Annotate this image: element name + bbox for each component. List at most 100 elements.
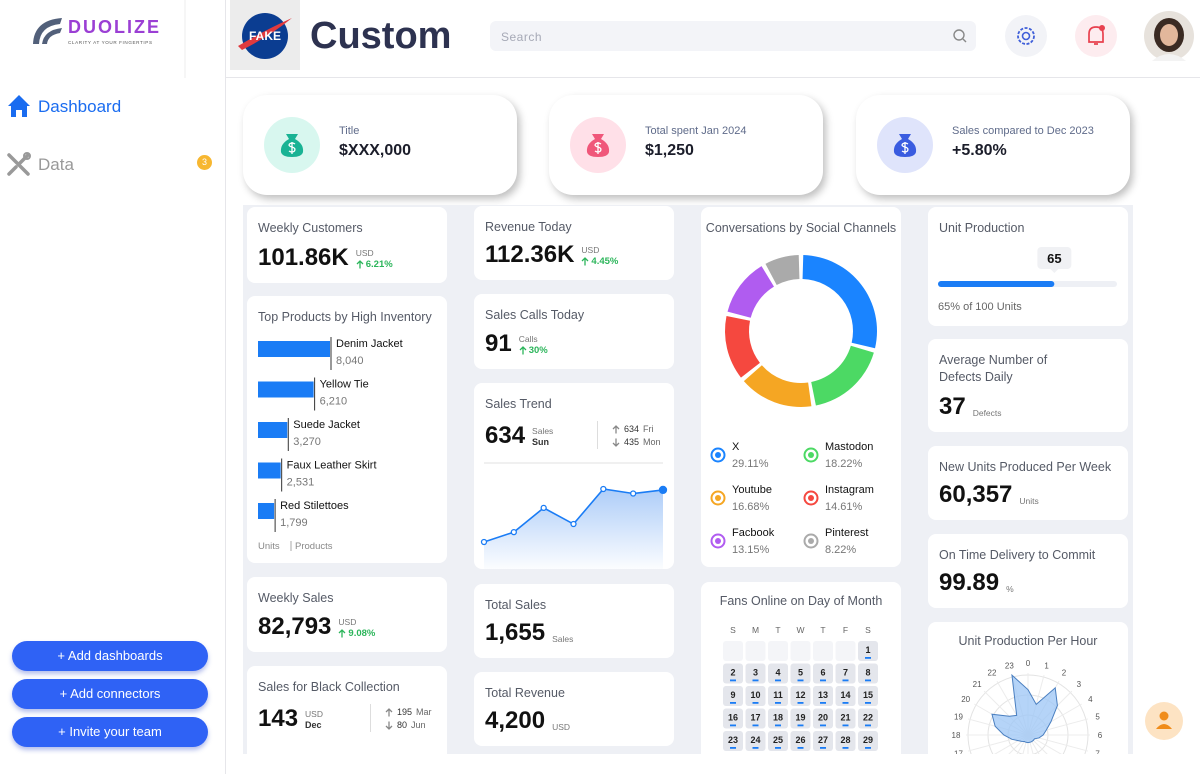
metric-change: 9.08%	[338, 628, 375, 639]
trend-point	[510, 528, 517, 536]
product-name: Denim Jacket	[336, 338, 403, 350]
nav-dashboard[interactable]: Dashboard	[6, 93, 206, 121]
weekday-label: S	[730, 625, 736, 635]
day-indicator	[775, 724, 781, 727]
day-indicator	[730, 679, 736, 682]
change-value: 4.45%	[591, 256, 619, 267]
product-value: 3,270	[293, 436, 321, 448]
bar	[258, 422, 288, 438]
legend-dot	[715, 538, 721, 544]
product-name: Yellow Tie	[320, 379, 369, 391]
search-box[interactable]: Search	[490, 21, 976, 51]
tools-icon	[7, 152, 31, 176]
day-cell	[813, 663, 833, 684]
day-cell	[723, 641, 743, 661]
logo-swoosh	[42, 28, 62, 44]
card-title: Conversations by Social Channels	[705, 221, 897, 235]
day-indicator	[820, 679, 826, 682]
donut-segment	[811, 345, 874, 406]
footer-label: Units	[258, 541, 280, 552]
metric-unit: USD	[355, 248, 374, 258]
page-title: Custom	[310, 15, 452, 57]
hour-label: 21	[973, 680, 982, 689]
metric-change: 30%	[519, 345, 548, 356]
donut-segment	[725, 316, 760, 378]
metric-value: 634	[485, 422, 526, 449]
day-number: 24	[750, 735, 760, 745]
metric-card: Weekly Customers 101.86K USD 6.21%	[247, 207, 447, 283]
metric-card: Revenue Today 112.36K USD 4.45%	[474, 206, 674, 280]
product-value: 1,799	[280, 517, 308, 529]
value-row: 91 Calls 30%	[485, 332, 548, 357]
donut-segment	[802, 255, 877, 349]
sidebar: DUOLIZE CLARITY AT YOUR FINGERTIPS Dashb…	[0, 0, 226, 774]
day-indicator	[797, 702, 804, 704]
arrow-shape	[519, 346, 527, 355]
metric-meta: Calls 30%	[519, 334, 548, 356]
legend-name: Instagram	[825, 484, 874, 496]
day-indicator	[797, 747, 804, 749]
notifications-button[interactable]	[1074, 14, 1118, 58]
kpi-icon	[877, 117, 933, 173]
add-dashboards-button[interactable]: + Add dashboards	[12, 641, 208, 671]
day-cell	[813, 731, 833, 751]
nav-data[interactable]: Data 3	[6, 150, 216, 178]
product-name: Faux Leather Skirt	[287, 460, 377, 472]
badge-pointer	[1050, 269, 1059, 273]
high-row: 634 Fri	[612, 424, 654, 434]
divider	[370, 704, 371, 732]
legend-value: 29.11%	[732, 458, 769, 470]
value-row: 634 Sales Sun	[485, 424, 553, 448]
day-cell	[768, 641, 788, 661]
low-value: 80	[397, 720, 408, 730]
metric-unit: USD	[338, 617, 357, 627]
value-row: 60,357 Units	[939, 483, 1039, 507]
brand-name: DUOLIZE	[68, 17, 161, 37]
metric-card: Sales Calls Today 91 Calls 30%	[474, 294, 674, 369]
metric-unit: %	[1006, 584, 1014, 594]
add-connectors-button[interactable]: + Add connectors	[12, 679, 208, 709]
metric-card: Total Revenue 4,200 USD	[474, 672, 674, 746]
day-number: 11	[773, 690, 783, 700]
day-indicator	[752, 679, 759, 682]
hour-label: 6	[1098, 731, 1103, 740]
radar-spoke	[1027, 734, 1048, 754]
day-cell	[745, 708, 766, 729]
settings-button[interactable]	[1004, 14, 1048, 58]
metric-change: 4.45%	[581, 256, 618, 267]
radar-chart: 01234567891011121314151617181920212223	[952, 659, 1103, 754]
day-cell	[858, 686, 878, 706]
low-label: Mon	[643, 437, 661, 447]
invite-team-button[interactable]: + Invite your team	[12, 717, 208, 747]
donut-segment	[743, 365, 812, 407]
card-title: Top Products by High Inventory	[258, 310, 432, 324]
user-help-button[interactable]	[1144, 701, 1184, 741]
day-number: 16	[728, 713, 738, 723]
day-number: 27	[818, 735, 828, 745]
day-cell	[858, 663, 878, 684]
hour-label: 1	[1044, 661, 1049, 670]
day-number: 12	[795, 690, 805, 700]
day-indicator	[865, 679, 871, 682]
day-number: 15	[863, 690, 873, 700]
metric-value: 37	[939, 393, 966, 420]
metric-card: On Time Delivery to Commit 99.89%	[928, 534, 1128, 608]
day-cell	[745, 731, 766, 751]
day-indicator	[752, 702, 759, 704]
user-avatar[interactable]	[1144, 11, 1194, 61]
arrow-shape	[612, 438, 620, 447]
day-number: 28	[840, 735, 850, 745]
hour-label: 18	[952, 731, 961, 740]
kpi-card: Sales compared to Dec 2023 +5.80%	[856, 95, 1130, 195]
day-cell	[790, 686, 811, 706]
kpi-card: Total spent Jan 2024 $1,250	[549, 95, 823, 195]
metric-unit: Defects	[972, 408, 1002, 418]
day-number: 17	[750, 713, 760, 723]
hour-label: 3	[1077, 680, 1082, 689]
metric-value: 82,793	[258, 613, 332, 640]
legend-dot	[715, 495, 721, 501]
trend-point	[630, 490, 637, 497]
day-cell	[723, 708, 743, 729]
radar-spoke	[1016, 734, 1029, 754]
